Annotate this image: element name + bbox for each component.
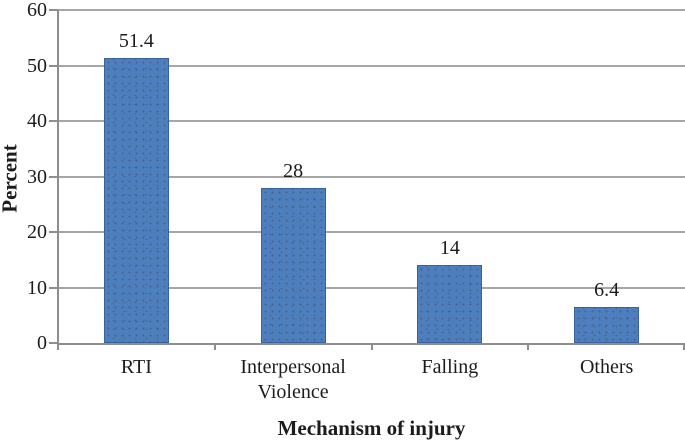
category-label: Falling [421, 356, 479, 378]
y-tick-label: 60 [27, 0, 47, 21]
y-tick-label: 30 [27, 165, 47, 188]
bar [417, 265, 483, 343]
gridline [58, 286, 685, 289]
y-tick [49, 342, 58, 344]
x-axis-title: Mechanism of injury [277, 416, 466, 440]
bar [574, 307, 640, 343]
x-tick [370, 343, 373, 350]
y-tick-label: 10 [27, 276, 47, 299]
x-tick [527, 343, 530, 350]
y-tick-label: 50 [27, 54, 47, 77]
bar [103, 57, 169, 343]
y-tick [49, 175, 58, 178]
gridline [58, 175, 685, 178]
bar-value-label: 51.4 [118, 29, 154, 52]
bar [260, 187, 326, 343]
gridline [58, 64, 685, 67]
x-tick [57, 343, 59, 350]
category-label: Interpersonal Violence [240, 356, 346, 403]
bar-value-label: 14 [439, 237, 460, 260]
y-tick-label: 0 [37, 332, 47, 354]
category-label: Others [579, 356, 634, 378]
y-tick [49, 286, 58, 289]
gridline [58, 9, 685, 11]
y-tick [49, 231, 58, 233]
y-tick [49, 120, 58, 122]
y-tick [49, 9, 58, 11]
x-tick [683, 343, 685, 350]
x-tick [213, 343, 216, 350]
y-tick-label: 20 [27, 221, 47, 243]
gridline [58, 120, 685, 122]
bar-value-label: 28 [283, 159, 304, 182]
gridline [58, 231, 685, 233]
y-tick [49, 64, 58, 67]
category-label: RTI [120, 356, 152, 378]
y-axis-line [57, 10, 59, 345]
bar-value-label: 6.4 [594, 279, 620, 302]
y-tick-label: 40 [27, 110, 47, 132]
